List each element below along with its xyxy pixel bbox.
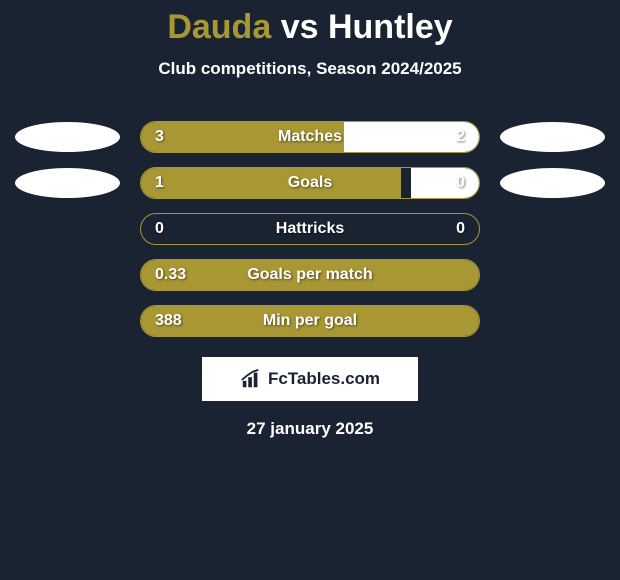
player2-badge (500, 122, 605, 152)
stat-bar: 1 Goals 0 (140, 167, 480, 199)
stat-row: 388 Min per goal (0, 305, 620, 337)
stat-left-value: 1 (155, 174, 164, 192)
stat-row: 0.33 Goals per match (0, 259, 620, 291)
subtitle: Club competitions, Season 2024/2025 (0, 59, 620, 79)
chart-icon (240, 368, 262, 390)
player1-badge (15, 168, 120, 198)
brand-text: FcTables.com (268, 369, 380, 389)
stat-bar: 0 Hattricks 0 (140, 213, 480, 245)
stat-label: Min per goal (263, 312, 357, 330)
stat-label: Hattricks (276, 220, 344, 238)
stat-label: Goals (288, 174, 332, 192)
bar-right-fill (411, 168, 479, 198)
bar-left-fill (141, 168, 401, 198)
stat-label: Matches (278, 128, 342, 146)
stat-left-value: 388 (155, 312, 182, 330)
stat-bar: 388 Min per goal (140, 305, 480, 337)
stat-left-value: 0.33 (155, 266, 186, 284)
player2-badge (500, 168, 605, 198)
page-title: Dauda vs Huntley (0, 8, 620, 47)
stat-right-value: 0 (456, 220, 465, 238)
stat-left-value: 0 (155, 220, 164, 238)
stat-row: 1 Goals 0 (0, 167, 620, 199)
stat-right-value: 2 (456, 128, 465, 146)
stat-right-value: 0 (456, 174, 465, 192)
player1-badge (15, 122, 120, 152)
player2-name: Huntley (328, 8, 453, 46)
stat-label: Goals per match (247, 266, 372, 284)
stat-row: 0 Hattricks 0 (0, 213, 620, 245)
date-text: 27 january 2025 (0, 419, 620, 439)
stat-row: 3 Matches 2 (0, 121, 620, 153)
stat-left-value: 3 (155, 128, 164, 146)
vs-text: vs (281, 8, 319, 46)
stat-bar: 0.33 Goals per match (140, 259, 480, 291)
player1-name: Dauda (167, 8, 271, 46)
comparison-container: Dauda vs Huntley Club competitions, Seas… (0, 0, 620, 439)
brand-box: FcTables.com (202, 357, 418, 401)
stat-bar: 3 Matches 2 (140, 121, 480, 153)
stats-area: 3 Matches 2 1 Goals 0 0 Hattricks 0 0.33 Goals per… (0, 121, 620, 337)
